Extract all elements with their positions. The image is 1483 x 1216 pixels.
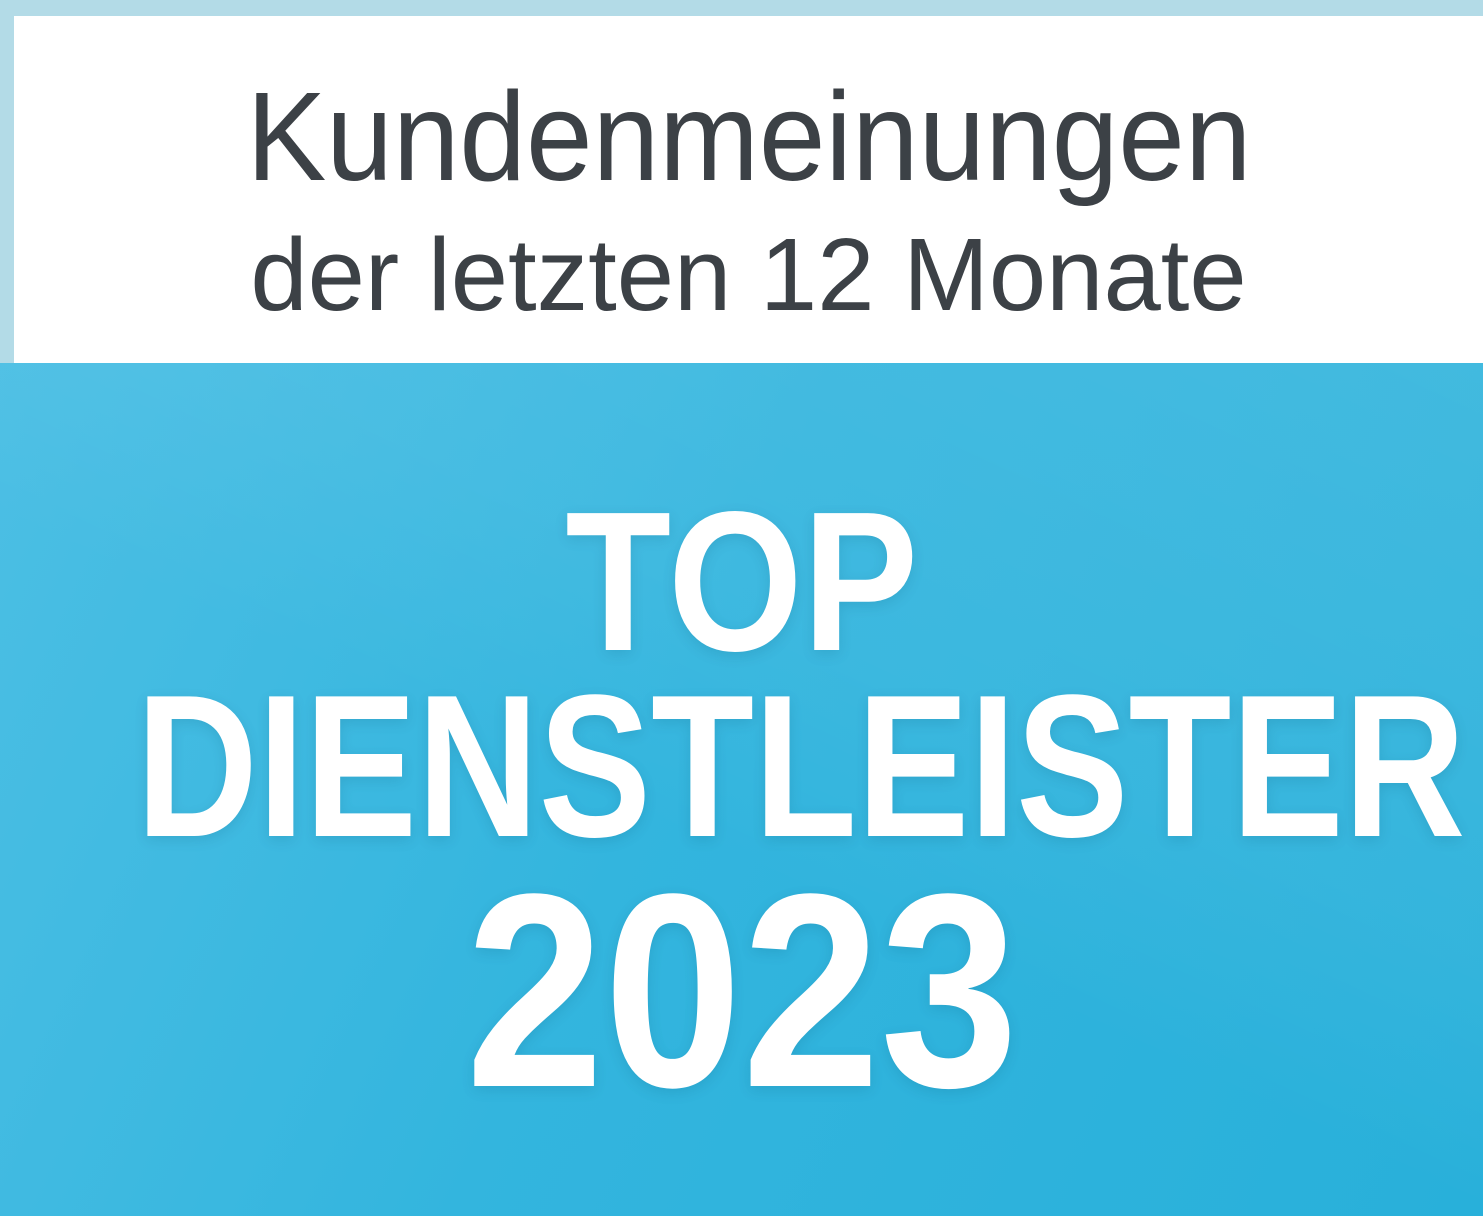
header-title: Kundenmeinungen bbox=[14, 74, 1483, 200]
header-frame: Kundenmeinungen der letzten 12 Monate bbox=[0, 0, 1483, 363]
header-subtitle: der letzten 12 Monate bbox=[14, 223, 1483, 326]
award-category-label-text: DIENSTLEISTER bbox=[136, 653, 1466, 880]
header-title-text: Kundenmeinungen bbox=[245, 66, 1252, 207]
header-subtitle-text: der letzten 12 Monate bbox=[250, 217, 1247, 332]
award-panel: TOP DIENSTLEISTER 2023 bbox=[0, 363, 1483, 1216]
award-category-label: DIENSTLEISTER bbox=[0, 665, 1483, 868]
header-panel: Kundenmeinungen der letzten 12 Monate bbox=[14, 16, 1483, 363]
award-year: 2023 bbox=[0, 853, 1483, 1129]
award-top-label-text: TOP bbox=[565, 471, 918, 693]
award-year-text: 2023 bbox=[465, 837, 1018, 1145]
award-top-label: TOP bbox=[0, 483, 1483, 682]
